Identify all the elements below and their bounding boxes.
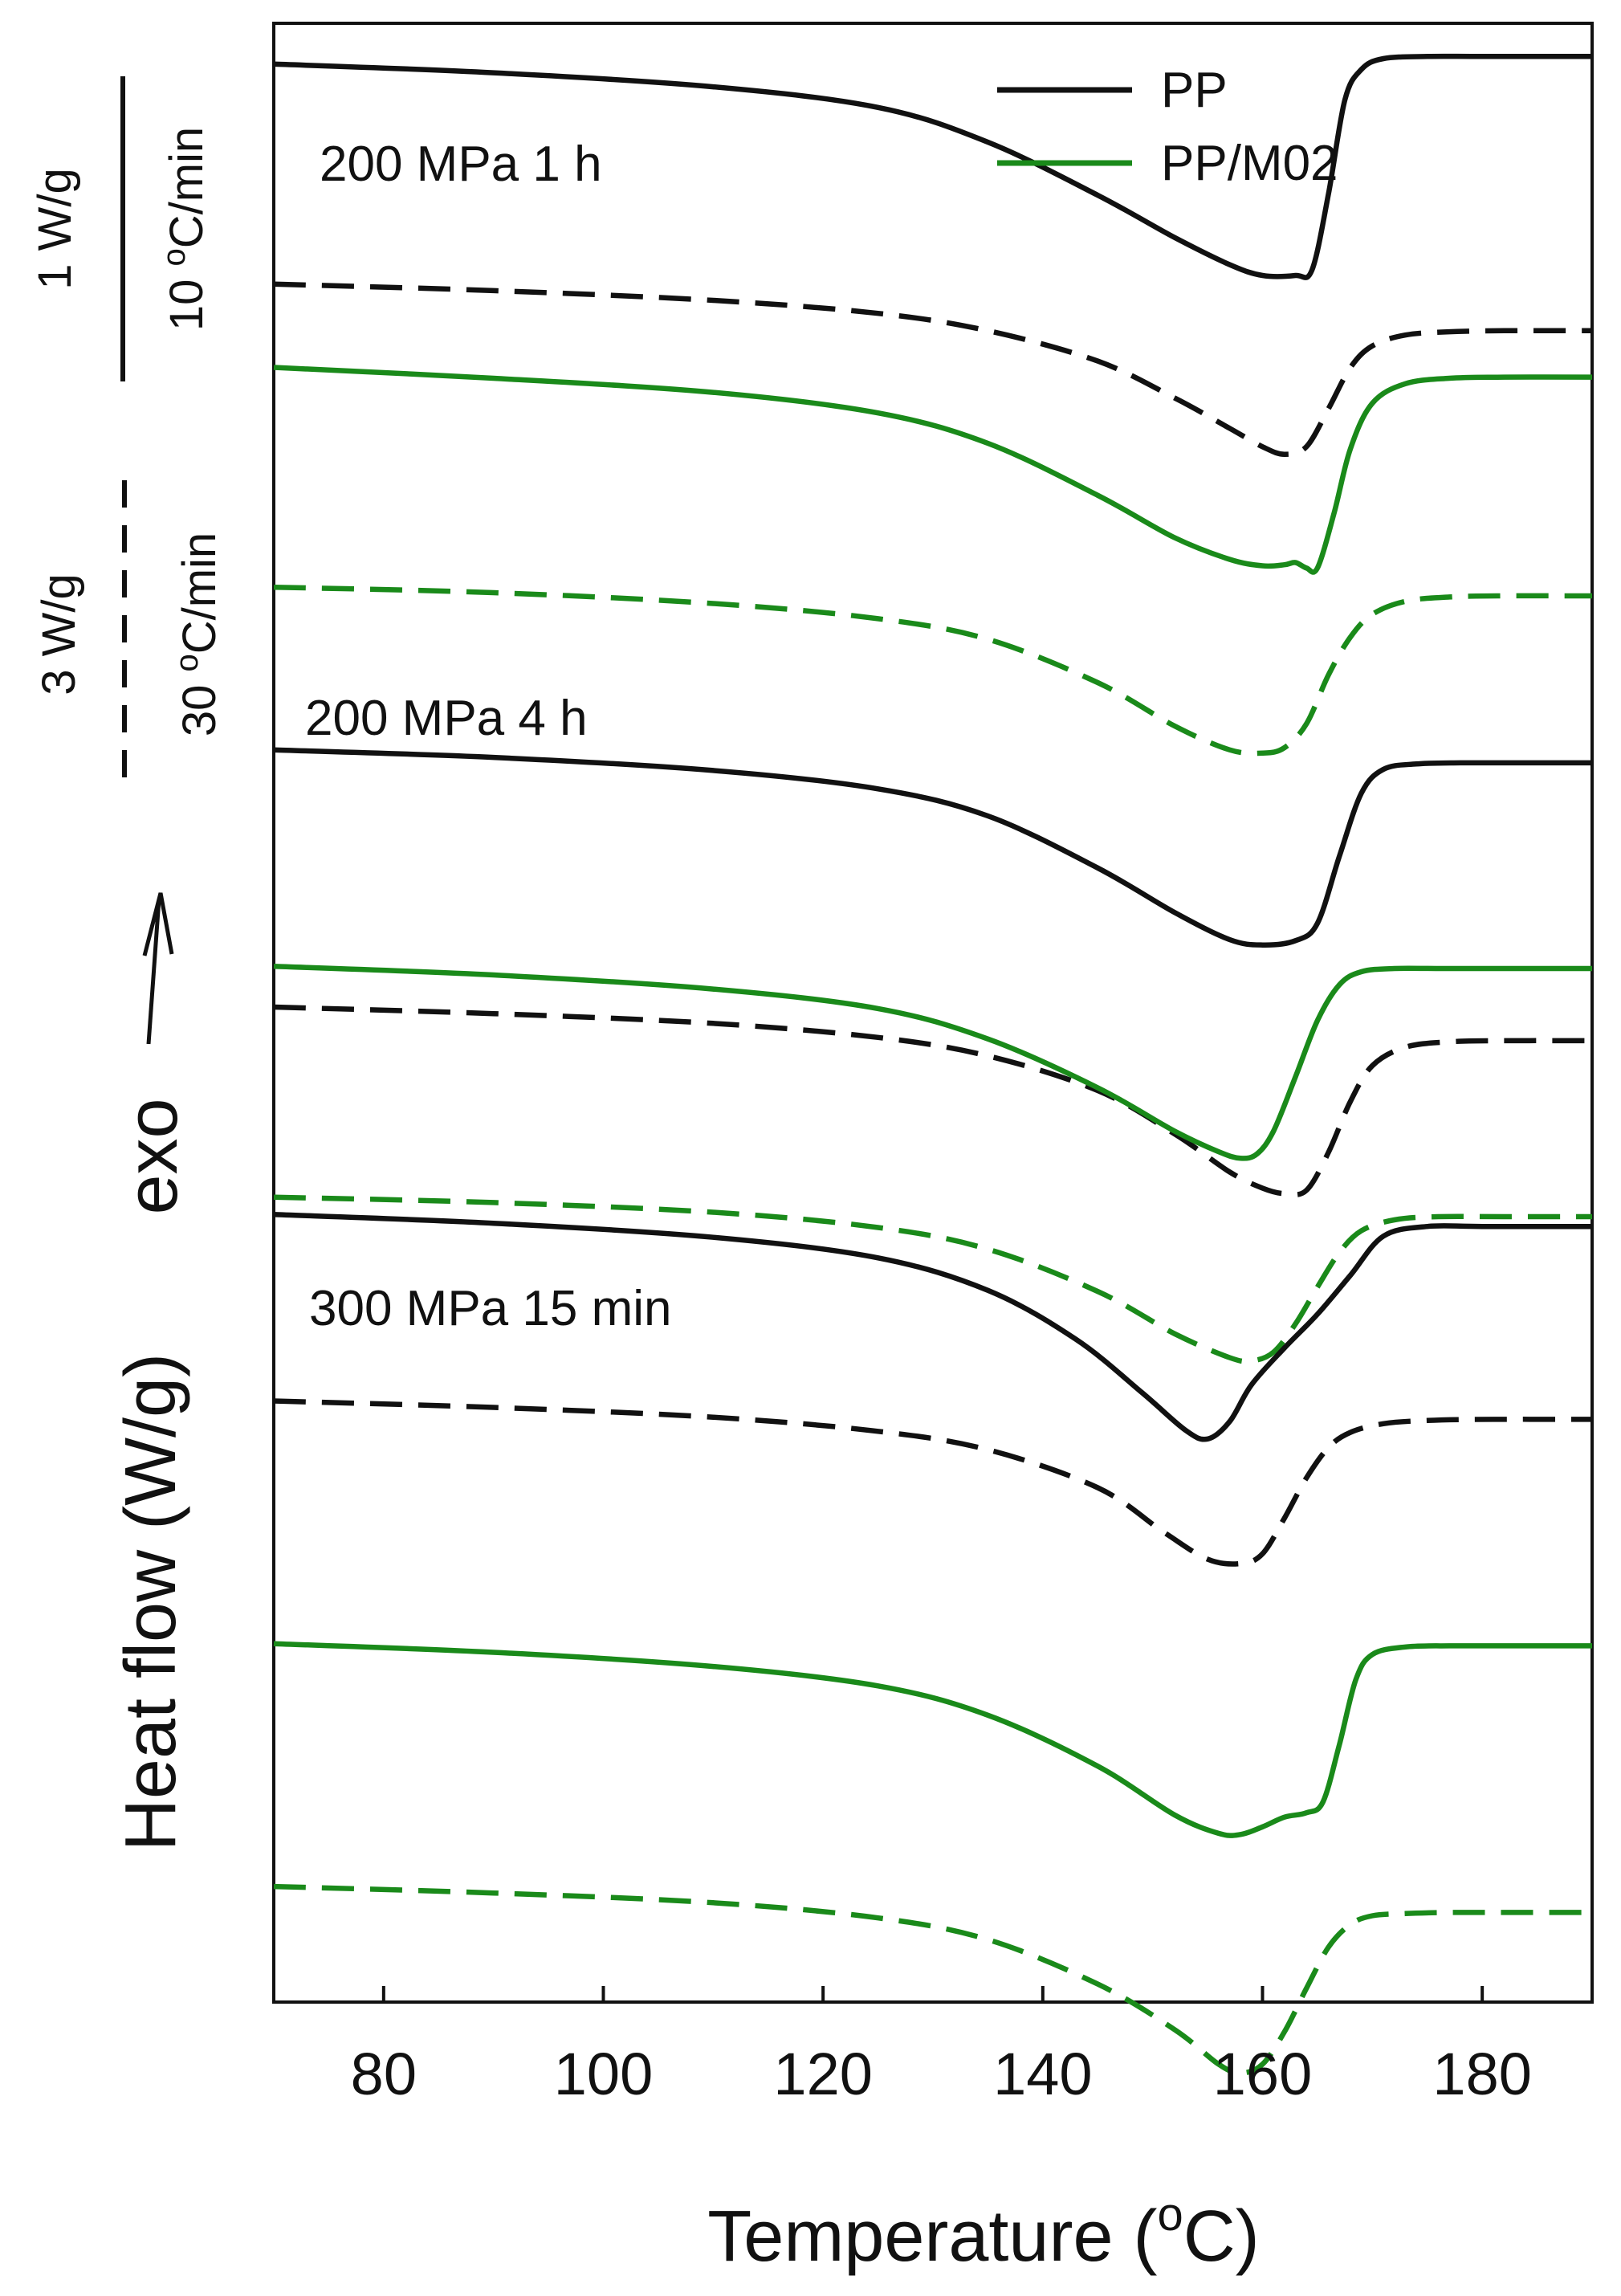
x-tick-label: 180	[1432, 2041, 1531, 2107]
series-line-10	[273, 1398, 1593, 1567]
series-line-9	[273, 1212, 1592, 1442]
x-ticks-group: 80 100 120 140 160 180	[351, 1986, 1532, 2107]
scale-bar-dashed-value: 3 W/g	[33, 573, 85, 695]
annotation-300mpa-15min: 300 MPa 15 min	[309, 1281, 671, 1336]
scale-bar-solid: 1 W/g 10 oC/min	[29, 76, 213, 381]
scale-bar-solid-value: 1 W/g	[29, 168, 81, 290]
x-tick-label: 160	[1213, 2041, 1312, 2107]
curves-group	[273, 53, 1593, 2076]
legend-label-pp: PP	[1161, 63, 1228, 118]
scale-bar-dashed-rate: 30 oC/min	[169, 532, 226, 736]
series-line-12	[273, 1883, 1592, 2076]
series-line-7	[273, 964, 1592, 1161]
annotation-200mpa-4h: 200 MPa 4 h	[305, 691, 588, 746]
series-line-1	[273, 53, 1592, 280]
series-line-6	[273, 1004, 1593, 1197]
x-tick-label: 100	[554, 2041, 653, 2107]
series-line-5	[273, 747, 1592, 948]
exo-arrow-icon	[142, 892, 174, 1045]
x-tick-label: 140	[993, 2041, 1092, 2107]
series-line-8	[273, 1194, 1592, 1364]
y-axis-title: Heat flow (W/g)	[111, 1353, 191, 1851]
scale-bar-dashed: 3 W/g 30 oC/min	[33, 480, 226, 791]
x-tick-label: 120	[773, 2041, 872, 2107]
x-axis-title: Temperature (oC)	[707, 2188, 1259, 2277]
scale-bar-solid-rate: 10 oC/min	[157, 127, 213, 331]
series-line-4	[273, 584, 1593, 756]
x-tick-label: 80	[351, 2041, 417, 2107]
plot-frame	[272, 22, 1594, 2004]
series-line-2	[273, 281, 1593, 457]
exo-label: exo	[112, 1098, 193, 1214]
legend-label-ppm02: PP/M02	[1161, 136, 1338, 191]
annotation-200mpa-1h: 200 MPa 1 h	[320, 137, 602, 192]
series-line-11	[273, 1641, 1592, 1838]
legend: PP PP/M02	[997, 63, 1338, 191]
series-line-3	[273, 365, 1593, 575]
